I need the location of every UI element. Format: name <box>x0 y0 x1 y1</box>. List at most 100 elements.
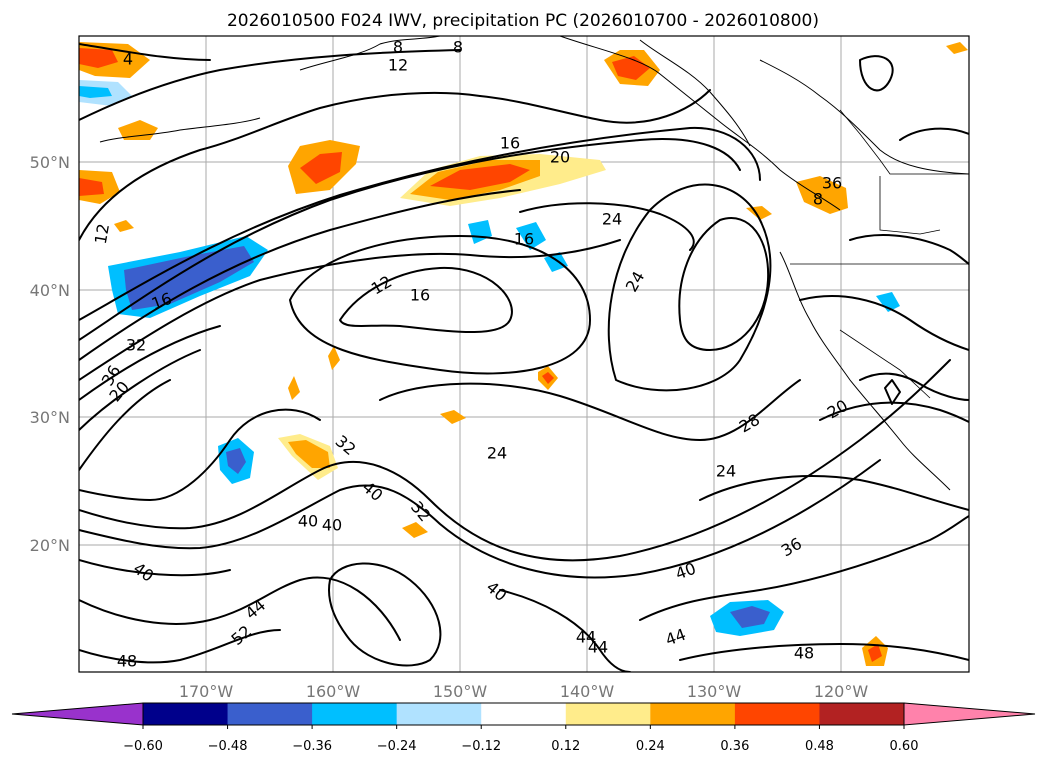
contour-line <box>79 43 211 61</box>
precip-positive-patch <box>300 152 342 184</box>
lon-label: 160°W <box>306 682 361 701</box>
precip-positive-patch <box>868 644 882 662</box>
lat-label: 50°N <box>30 153 70 172</box>
colorbar-segment <box>734 703 820 725</box>
contour-line <box>79 349 201 431</box>
precip-positive-patch <box>288 440 330 468</box>
colorbar-ticks: −0.60 −0.48 −0.36 −0.24 −0.12 0.12 0.24 0.36 0.4… <box>123 725 918 754</box>
colorbar-segment <box>396 703 482 725</box>
contour-label: 12 <box>388 56 408 75</box>
contour-line <box>79 459 881 579</box>
lat-label: 40°N <box>30 281 70 300</box>
coastline <box>639 39 751 147</box>
coastline <box>299 36 441 71</box>
contour-label: 48 <box>117 652 137 671</box>
colorbar-outline <box>142 702 905 726</box>
coastline <box>559 36 841 211</box>
contour-label: 44 <box>588 638 608 657</box>
contour-line <box>79 379 171 471</box>
contour-label: 40 <box>322 516 342 535</box>
contour-label: 8 <box>393 38 403 57</box>
contour-line <box>79 629 281 664</box>
lon-label: 120°W <box>814 682 869 701</box>
contour-line <box>639 515 969 621</box>
contour-line <box>499 589 631 672</box>
longitude-labels: 170°W 160°W 150°W 140°W 130°W 120°W <box>179 682 869 701</box>
contour-label: 16 <box>514 230 534 249</box>
colorbar-segment <box>312 703 398 725</box>
contour-label: 20 <box>550 148 570 167</box>
contour-line <box>849 234 969 265</box>
contour-line <box>328 562 442 667</box>
contour-label: 32 <box>126 336 146 355</box>
contour-line <box>79 189 521 361</box>
lat-label: 20°N <box>30 536 70 555</box>
contour-line <box>607 183 772 392</box>
colorbar-extend-min <box>11 702 144 726</box>
contour-label: 8 <box>813 190 823 209</box>
precip-negative-patch <box>226 448 246 474</box>
colorbar-tick-label: 0.48 <box>805 739 834 754</box>
precip-shading <box>79 42 968 666</box>
contour-line <box>79 576 401 641</box>
contour-label: 16 <box>500 134 520 153</box>
colorbar-tick-label: 0.60 <box>890 739 919 754</box>
contour-line <box>79 91 481 241</box>
colorbar-segment <box>481 703 567 725</box>
contour-label: 48 <box>794 644 814 663</box>
precip-positive-patch <box>288 376 300 400</box>
contour-line <box>79 126 761 321</box>
precip-positive-patch <box>440 410 466 424</box>
colorbar <box>11 702 1036 726</box>
contour-label: 4 <box>123 50 133 69</box>
precip-positive-patch <box>612 56 650 80</box>
colorbar-segment <box>227 703 313 725</box>
colorbar-segment <box>565 703 651 725</box>
lat-label: 30°N <box>30 408 70 427</box>
lon-label: 140°W <box>560 682 615 701</box>
contour-line <box>79 138 741 341</box>
precip-positive-patch <box>430 164 530 190</box>
lon-label: 130°W <box>687 682 742 701</box>
colorbar-tick-label: −0.12 <box>461 739 501 754</box>
contour-label: 44 <box>576 628 596 647</box>
precip-positive-patch <box>328 346 340 370</box>
contour-line <box>479 89 711 124</box>
contour-line <box>379 379 801 441</box>
precip-positive-patch <box>796 176 848 214</box>
contour-label: 24 <box>716 462 736 481</box>
contour-label: 24 <box>602 210 622 229</box>
coastline <box>99 117 261 143</box>
colorbar-segment <box>819 703 905 725</box>
contour-line <box>79 325 221 401</box>
iwv-contours <box>79 43 969 672</box>
precip-negative-patch <box>730 606 770 628</box>
colorbar-tick-label: 0.36 <box>720 739 749 754</box>
precip-positive-patch <box>542 372 554 384</box>
precip-positive-patch <box>79 48 118 68</box>
precip-negative-patch <box>79 86 112 98</box>
state-border <box>879 176 941 235</box>
precip-positive-patch <box>79 178 104 196</box>
map-background <box>79 36 969 672</box>
precip-negative-patch <box>516 222 546 250</box>
contour-label: 40 <box>298 512 318 531</box>
contour-line <box>79 239 621 381</box>
contour-line <box>678 217 770 351</box>
colorbar-tick-label: −0.36 <box>292 739 332 754</box>
contour-line <box>799 295 969 351</box>
colorbar-tick-label: −0.24 <box>377 739 417 754</box>
precip-positive-patch <box>946 42 968 54</box>
plot-title: 2026010500 F024 IWV, precipitation PC (2… <box>227 11 819 31</box>
contour-line <box>79 49 461 121</box>
colorbar-tick-label: −0.48 <box>208 739 248 754</box>
map-frame <box>78 35 970 673</box>
coastlines <box>99 36 969 491</box>
map-panel <box>78 35 970 673</box>
state-border <box>839 329 931 399</box>
colorbar-segment <box>143 703 229 725</box>
colorbar-tick-label: 0.24 <box>636 739 665 754</box>
contour-line <box>679 643 969 661</box>
contour-line <box>519 202 695 251</box>
contour-line <box>289 235 591 375</box>
